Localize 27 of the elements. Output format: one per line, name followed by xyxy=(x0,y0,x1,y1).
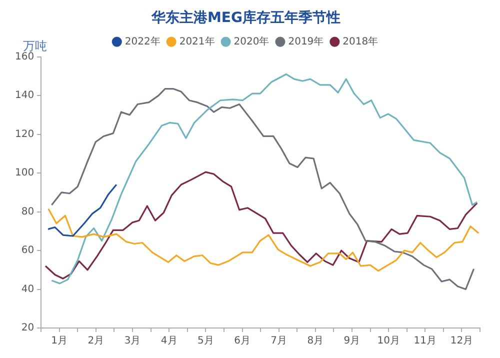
x-tick-label: 11月 xyxy=(414,336,437,347)
y-tick-label: 140 xyxy=(14,90,34,102)
legend-label: 2021年 xyxy=(179,35,215,48)
y-tick-label: 100 xyxy=(14,168,34,179)
x-tick-label: 9月 xyxy=(344,336,360,347)
x-tick-label: 3月 xyxy=(124,336,141,347)
x-tick-label: 4月 xyxy=(160,336,178,347)
chart-title: 华东主港MEG库存五年季节性 xyxy=(150,9,340,26)
y-tick-label: 80 xyxy=(21,206,34,218)
legend-label: 2019年 xyxy=(288,35,324,48)
x-tick-label: 8月 xyxy=(307,336,324,347)
x-tick-label: 5月 xyxy=(197,336,214,347)
x-tick-label: 12月 xyxy=(450,336,474,347)
x-tick-label: 2月 xyxy=(88,336,104,347)
y-tick-label: 160 xyxy=(14,51,34,62)
y-axis-title: 万吨 xyxy=(23,38,48,53)
y-tick-label: 20 xyxy=(21,322,34,334)
legend-label: 2018年 xyxy=(342,35,378,48)
y-tick-label: 120 xyxy=(14,128,34,140)
y-tick-label: 60 xyxy=(21,245,34,256)
x-tick-label: 10月 xyxy=(377,336,400,347)
y-tick-label: 40 xyxy=(21,284,34,295)
x-tick-label: 7月 xyxy=(270,336,288,347)
legend-label: 2022年 xyxy=(124,35,160,48)
legend-label: 2020年 xyxy=(234,35,270,48)
x-tick-label: 6月 xyxy=(234,336,250,347)
x-tick-label: 1月 xyxy=(51,336,68,347)
